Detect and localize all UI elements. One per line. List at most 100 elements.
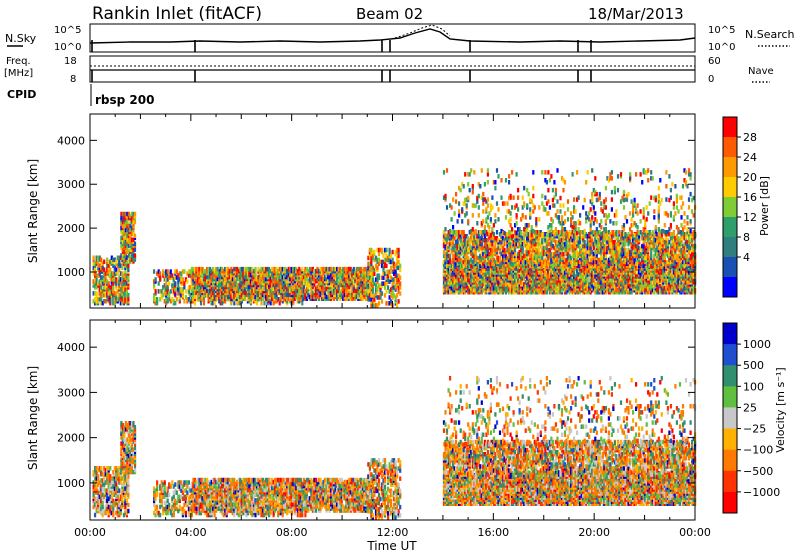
range-cell: [106, 271, 109, 276]
range-cell: [641, 270, 644, 275]
range-cell: [672, 282, 675, 287]
range-cell: [301, 285, 304, 290]
range-cell: [272, 266, 275, 272]
range-cell: [371, 289, 374, 294]
range-cell: [240, 292, 243, 298]
range-cell: [100, 293, 103, 298]
range-cell: [122, 299, 125, 304]
range-cell: [536, 282, 539, 287]
range-cell: [662, 266, 665, 271]
range-cell: [314, 292, 318, 298]
range-cell: [511, 288, 514, 293]
range-cell: [388, 289, 391, 294]
range-cell: [115, 277, 118, 282]
range-cell: [538, 290, 541, 295]
freq-label-1: Freq.: [6, 56, 31, 67]
range-cell: [243, 266, 246, 272]
range-cell: [627, 270, 630, 275]
range-cell: [571, 290, 574, 295]
range-cell: [374, 255, 378, 261]
range-cell: [171, 273, 174, 278]
range-cell: [612, 274, 615, 279]
nsearch-label: N.Search: [745, 28, 795, 41]
range-cell: [125, 263, 128, 268]
range-cell: [278, 300, 281, 306]
range-cell: [560, 268, 564, 273]
range-cell: [514, 260, 517, 265]
range-cell: [304, 288, 307, 294]
range-cell: [159, 289, 162, 294]
range-cell: [666, 272, 669, 277]
range-cell: [399, 275, 402, 280]
range-cell: [357, 294, 360, 300]
range-cell: [246, 296, 249, 301]
range-cell: [177, 291, 180, 296]
range-cell: [195, 290, 198, 296]
range-cell: [397, 265, 400, 271]
range-cell: [677, 270, 680, 275]
range-cell: [476, 272, 479, 277]
range-cell: [199, 266, 203, 272]
range-cell: [336, 288, 339, 294]
range-cell: [206, 284, 209, 290]
range-cell: [610, 282, 613, 287]
range-cell: [657, 270, 660, 275]
range-cell: [289, 272, 292, 278]
range-cell: [249, 272, 252, 278]
range-cell: [239, 266, 242, 272]
range-cell: [234, 270, 237, 276]
range-cell: [264, 266, 268, 272]
range-cell: [236, 276, 239, 282]
nsky-trace: [89, 28, 696, 44]
range-cell: [477, 260, 480, 265]
range-cell: [118, 297, 121, 302]
range-cell: [399, 285, 402, 290]
range-cell: [380, 291, 384, 296]
range-cell: [642, 284, 645, 289]
range-cell: [367, 268, 370, 274]
range-cell: [133, 241, 137, 246]
range-cell: [659, 284, 662, 289]
range-cell: [130, 251, 133, 256]
range-cell: [189, 269, 192, 274]
range-cell: [302, 296, 305, 301]
range-cell: [322, 276, 325, 282]
range-cell: [647, 286, 650, 291]
range-cell: [92, 271, 95, 276]
range-cell: [629, 276, 632, 281]
range-cell: [325, 294, 328, 300]
range-cell: [653, 260, 656, 265]
range-cell: [368, 297, 371, 302]
range-cell: [310, 266, 313, 272]
range-cell: [122, 295, 125, 300]
range-cell: [397, 299, 400, 304]
range-cell: [322, 270, 325, 276]
range-cell: [116, 297, 119, 302]
range-cell: [656, 268, 659, 273]
range-cell: [576, 276, 579, 281]
range-cell: [680, 270, 683, 275]
range-cell: [212, 266, 215, 272]
range-cell: [175, 287, 178, 292]
range-cell: [380, 247, 384, 253]
range-cell: [132, 215, 135, 221]
range-cell: [585, 270, 588, 275]
range-cell: [275, 266, 278, 272]
range-cell: [222, 296, 225, 301]
range-cell: [488, 266, 491, 271]
range-cell: [358, 292, 361, 298]
range-cell: [480, 274, 483, 279]
range-cell: [308, 276, 311, 282]
range-cell: [269, 278, 272, 284]
range-cell: [333, 266, 336, 272]
range-cell: [383, 281, 387, 286]
range-cell: [198, 278, 201, 284]
range-cell: [104, 293, 107, 298]
range-cell: [237, 268, 240, 274]
range-cell: [124, 297, 127, 302]
range-cell: [269, 292, 272, 298]
range-cell: [121, 247, 124, 252]
range-cell: [121, 215, 124, 221]
range-cell: [181, 281, 184, 286]
range-cell: [399, 281, 402, 286]
